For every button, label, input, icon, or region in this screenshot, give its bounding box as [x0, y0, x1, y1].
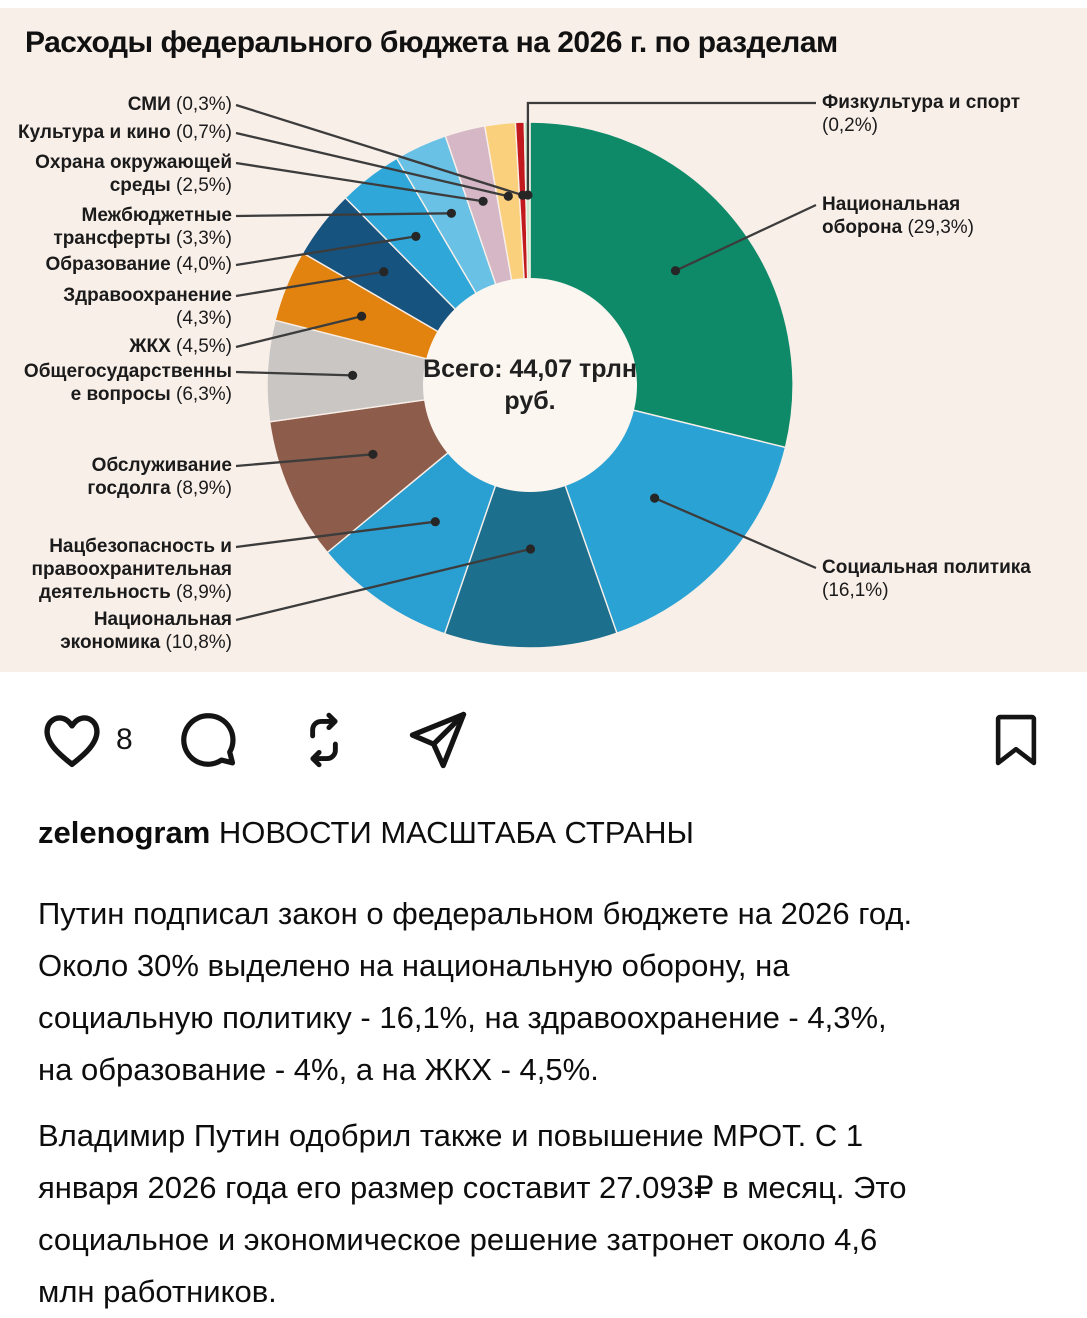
leader-line-7 [235, 270, 384, 298]
leader-dot-13 [523, 190, 533, 200]
slice-label-0: Национальная оборона (29,3%) [822, 194, 975, 238]
leader-line-5 [235, 370, 353, 377]
comment-button[interactable] [175, 707, 241, 773]
slice-label-10: Охрана окружающей среды (2,5%) [35, 152, 232, 196]
bookmark-icon [995, 714, 1037, 766]
caption-text: НОВОСТИ МАСШТАБА СТРАНЫ [210, 815, 694, 850]
leader-dot-8 [411, 231, 421, 241]
donut-hole [423, 278, 637, 492]
leader-line-8 [235, 235, 417, 267]
slice-label-3: Нацбезопасность и правоохранительная деяте… [31, 536, 232, 603]
leader-dot-2 [525, 544, 536, 554]
slice-label-1: Социальная политика (16,1%) [822, 557, 1031, 601]
leader-line-6 [235, 315, 362, 349]
leader-line-1 [654, 497, 817, 570]
chart-title: Расходы федерального бюджета на 2026 г. … [25, 26, 838, 59]
send-icon [409, 711, 466, 769]
post-paragraph-1: Путин подписал закон о федеральном бюдже… [38, 896, 913, 1087]
leader-dot-4 [368, 449, 378, 459]
post-caption: zelenogram НОВОСТИ МАСШТАБА СТРАНЫ [38, 812, 1048, 854]
slice-label-7: Здравоохранение (4,3%) [63, 285, 232, 329]
slice-label-8: Образование (4,0%) [45, 254, 232, 275]
slice-label-11: Культура и кино (0,7%) [17, 122, 232, 143]
slice-label-4: Обслуживание госдолга (8,9%) [87, 455, 232, 499]
donut-total-line: Всего: 44,07 трлн [423, 355, 637, 383]
post-action-bar: 8 [38, 702, 1045, 778]
leader-line-11 [235, 131, 509, 198]
leader-dot-1 [650, 493, 660, 503]
slice-label-9: Межбюджетные трансферты (3,3%) [53, 205, 232, 249]
leader-line-0 [675, 203, 817, 272]
leader-dot-9 [446, 208, 456, 218]
slice-label-5: Общегосударственны е вопросы (6,3%) [23, 361, 232, 405]
like-count: 8 [116, 723, 133, 756]
repost-button[interactable] [293, 707, 355, 773]
leader-dot-5 [348, 370, 358, 380]
leader-dot-0 [670, 266, 681, 276]
leader-dot-6 [357, 311, 367, 321]
slice-label-12: СМИ (0,3%) [127, 94, 232, 115]
leader-line-3 [235, 520, 436, 549]
caption-username[interactable]: zelenogram [38, 815, 211, 850]
leader-line-12 [235, 103, 524, 197]
comment-icon [180, 713, 236, 767]
donut-total-line: руб. [504, 387, 556, 415]
like-button[interactable] [38, 706, 106, 774]
slice-label-2: Национальная экономика (10,8%) [60, 609, 232, 653]
leader-line-13 [526, 101, 816, 195]
leader-line-2 [235, 547, 531, 622]
leader-line-9 [235, 212, 452, 218]
leader-line-4 [235, 453, 373, 468]
repost-icon [309, 712, 338, 768]
leader-dot-3 [430, 517, 440, 527]
donut-chart [235, 101, 817, 649]
leader-line-10 [235, 161, 484, 203]
slice-label-6: ЖКХ (4,5%) [129, 336, 232, 357]
donut-total-label: Всего: 44,07 трлн руб. [410, 353, 650, 417]
leader-dot-10 [478, 196, 488, 206]
leader-dot-11 [503, 191, 513, 201]
leader-dot-7 [379, 267, 389, 277]
share-button[interactable] [405, 707, 471, 773]
post-paragraph-2: Владимир Путин одобрил также и повышение… [38, 1118, 907, 1309]
slice-label-13: Физкультура и спорт (0,2%) [822, 92, 1021, 136]
pie-slice-2 [443, 382, 618, 649]
save-button[interactable] [987, 708, 1045, 772]
heart-icon [44, 715, 100, 768]
